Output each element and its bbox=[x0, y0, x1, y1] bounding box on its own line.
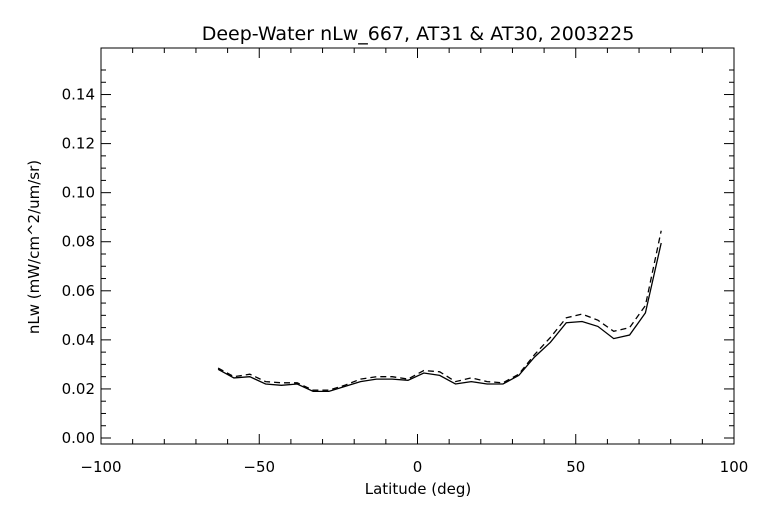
series-group bbox=[217, 230, 662, 393]
y-tick-label: 0.04 bbox=[62, 331, 95, 349]
x-tick-label: −50 bbox=[243, 458, 275, 476]
x-axis-label: Latitude (deg) bbox=[365, 480, 471, 498]
x-tick-label: 50 bbox=[566, 458, 585, 476]
x-tick-label: 0 bbox=[413, 458, 423, 476]
series-line-solid bbox=[217, 242, 662, 393]
x-tick-label: −100 bbox=[80, 458, 121, 476]
chart-title: Deep-Water nLw_667, AT31 & AT30, 2003225 bbox=[202, 23, 635, 45]
y-tick-label: 0.06 bbox=[62, 282, 95, 300]
y-tick-label: 0.02 bbox=[62, 380, 95, 398]
y-tick-label: 0.12 bbox=[62, 135, 95, 153]
y-axis-label: nLw (mW/cm^2/um/sr) bbox=[25, 160, 43, 334]
y-tick-label: 0.10 bbox=[62, 184, 95, 202]
y-tick-label: 0.00 bbox=[62, 429, 95, 447]
plot-frame bbox=[100, 47, 735, 445]
x-tick-label: 100 bbox=[720, 458, 749, 476]
series-line-dashed bbox=[217, 230, 662, 391]
axis-ticks: −100 −50 0 50 100 0.00 0.02 0.04 0.06 0.08 0.10 0.1… bbox=[62, 48, 749, 476]
y-tick-label: 0.14 bbox=[62, 86, 95, 104]
y-tick-label: 0.08 bbox=[62, 233, 95, 251]
